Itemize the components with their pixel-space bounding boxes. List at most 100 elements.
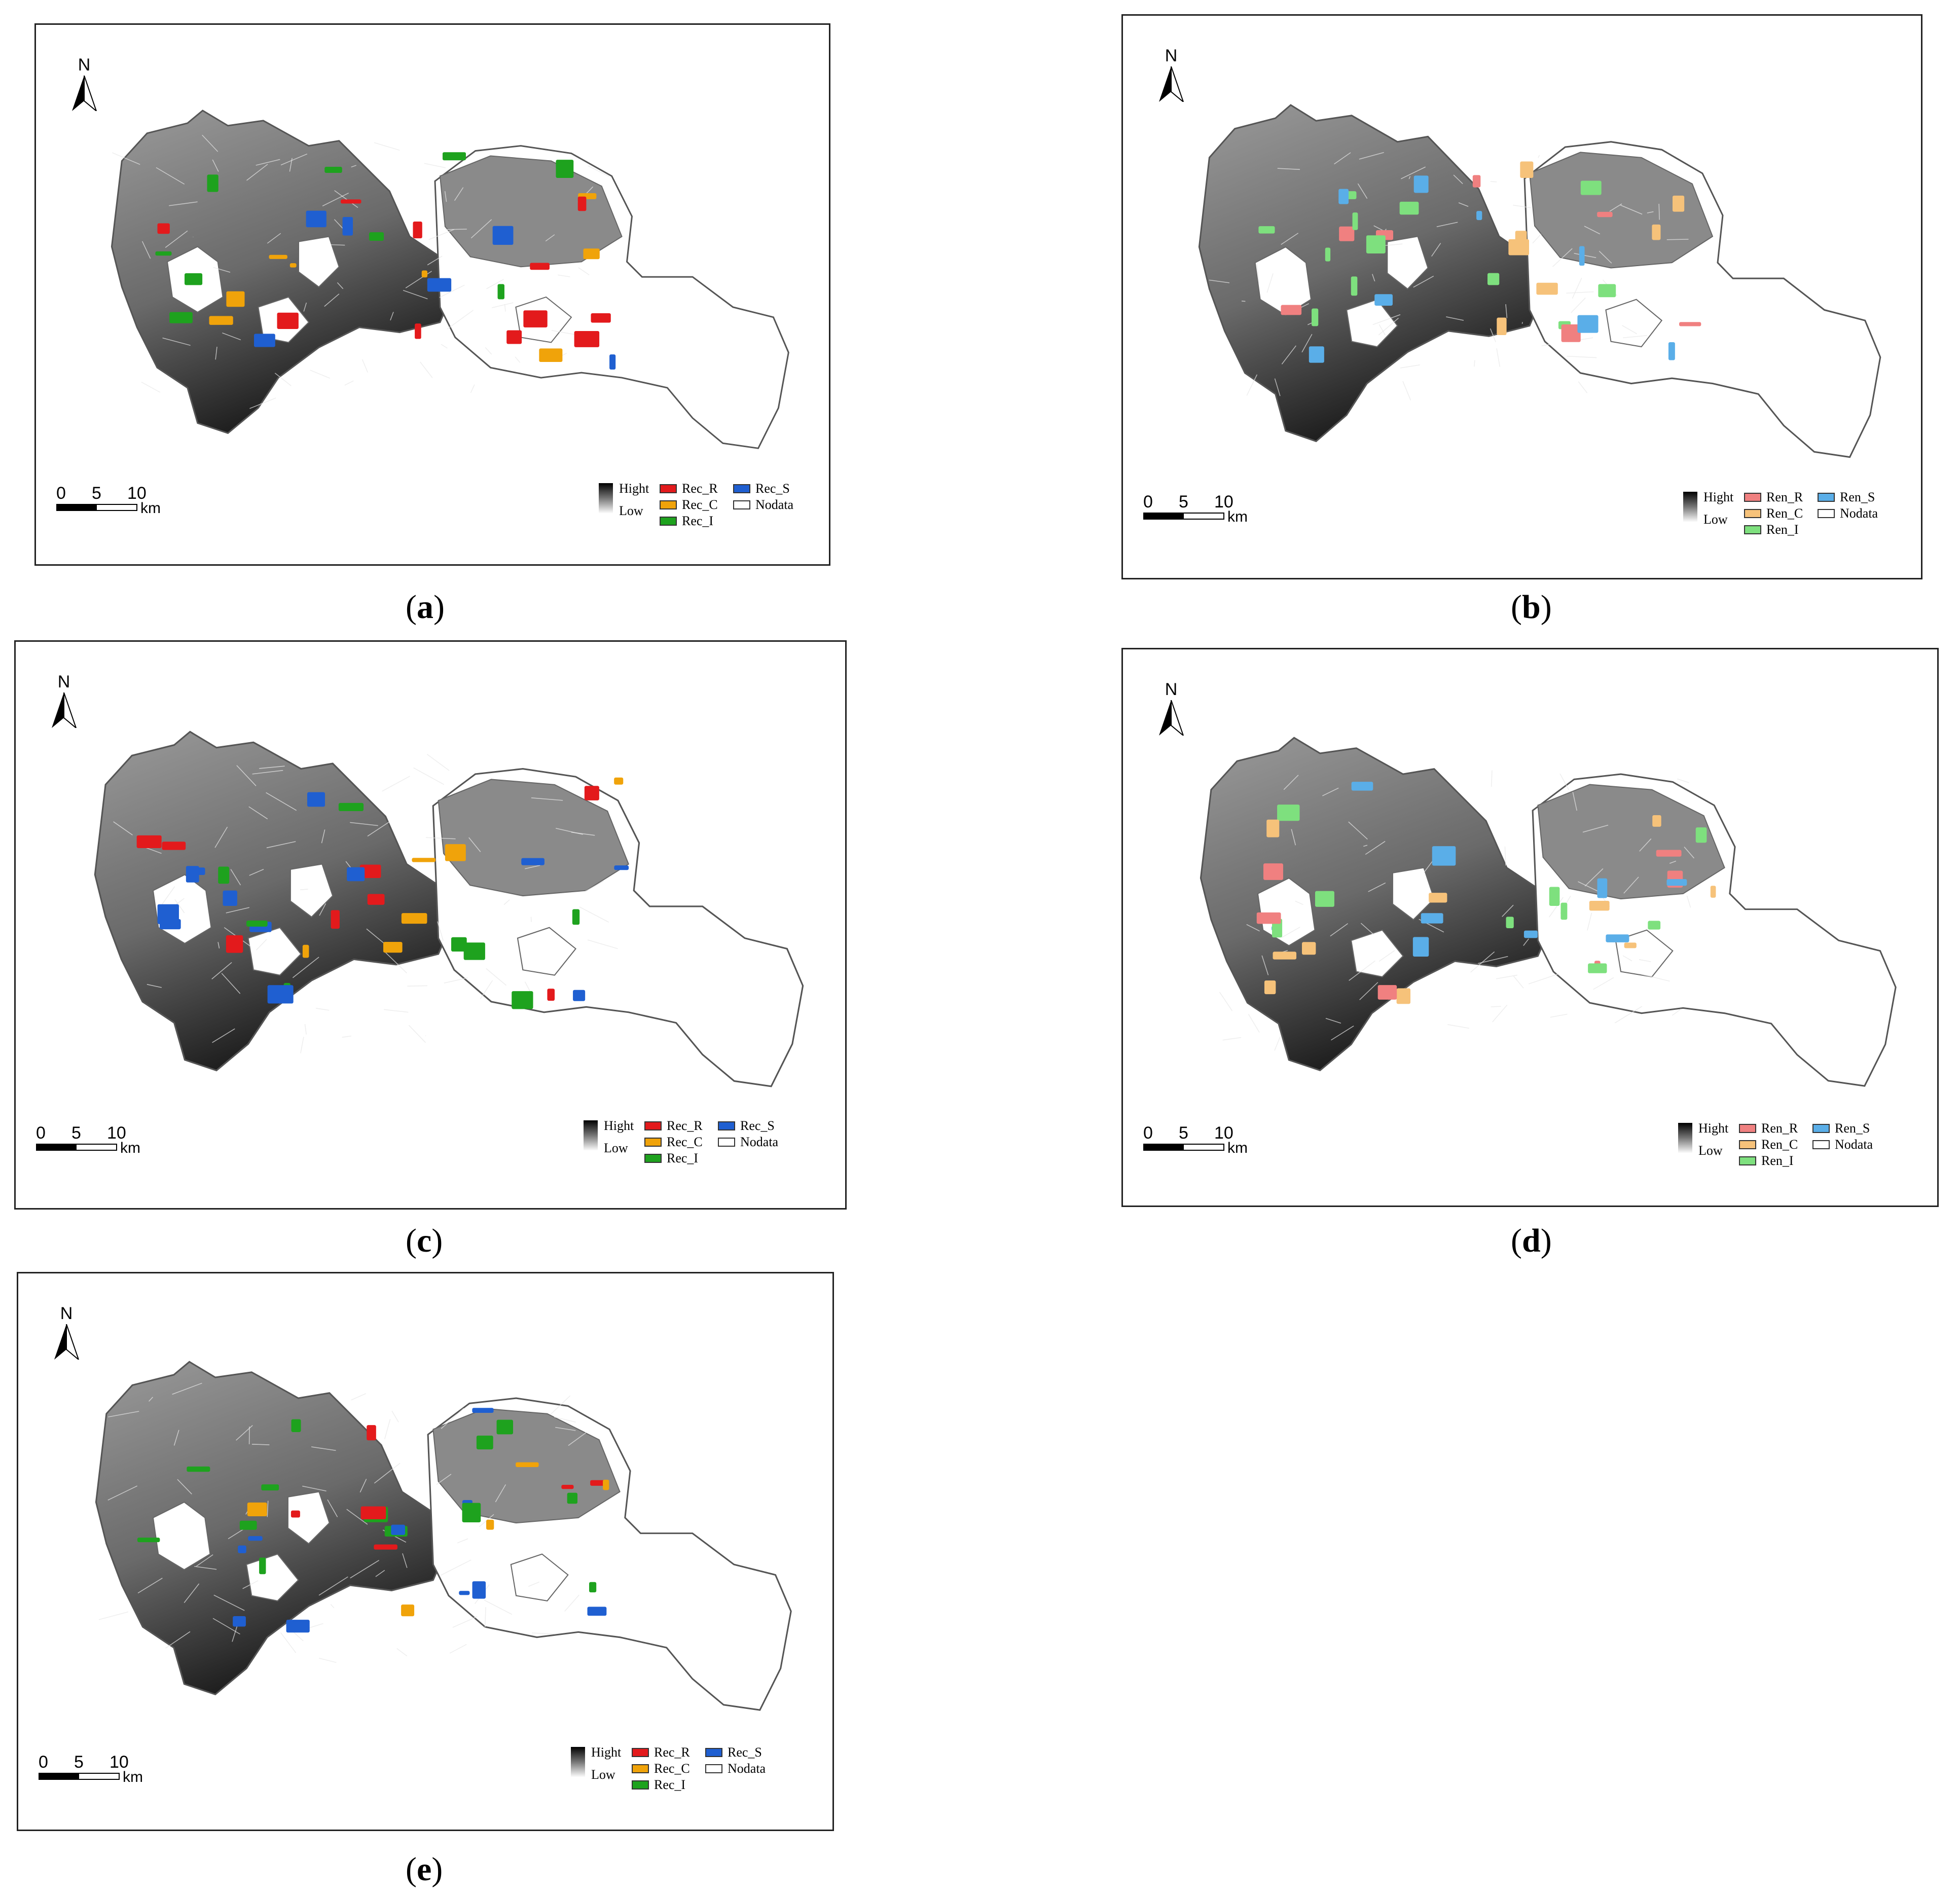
renewal-patch [421,270,427,278]
caption-c: (c) [406,1222,443,1259]
renewal-patch [1606,934,1629,942]
renewal-patch [1396,988,1410,1004]
road-line [156,167,185,185]
road-line [391,1410,399,1422]
renewal-patch [261,1484,279,1491]
renewal-patch [1374,294,1393,306]
road-line [246,164,268,181]
renewal-patch [1266,819,1280,837]
road-line [486,968,507,986]
road-line [1372,274,1375,282]
legend-label-rec-r: Rec_R [654,1745,690,1760]
road-line [375,1569,385,1577]
road-line [1677,778,1689,783]
legend-label-rec-r: Rec_R [682,481,718,496]
road-line [1609,203,1622,212]
road-line [1400,166,1426,179]
scale-tick-10: 10 [110,1752,129,1772]
renewal-patch [307,792,325,807]
road-line [214,826,228,848]
city-map-c [94,731,804,1087]
renewal-patch [291,1419,301,1432]
north-arrow: N [1153,680,1189,736]
renewal-patch [137,1538,160,1543]
road-line [202,134,219,152]
legend-swatch-rec-s [718,1121,735,1130]
road-line [1266,273,1274,293]
road-line [468,837,481,852]
road-line [1541,344,1550,347]
city-west-region [95,1361,450,1696]
road-line [212,159,219,172]
renewal-patch [506,330,522,344]
renewal-patch [184,273,203,285]
road-line [1523,938,1529,946]
legend-swatch-ren-i [1744,525,1761,534]
renewal-patch [238,1545,246,1553]
road-line [385,952,407,974]
road-line [1490,328,1496,343]
road-line [531,797,563,801]
renewal-patch [247,1502,267,1517]
road-line [1572,792,1578,811]
nodata-area [517,927,577,976]
developed-area-east [438,779,630,897]
road-line [213,267,231,273]
road-line [1360,923,1374,935]
legend-label-ren-i: Ren_I [1761,1153,1794,1168]
road-line [587,939,618,950]
value-gradient-swatch [571,1747,585,1777]
legend-label-nodata: Nodata [755,497,794,512]
renewal-patch [1273,952,1297,960]
road-line [1413,275,1434,288]
road-line [588,165,610,177]
road-line [454,187,464,201]
road-line [1491,1006,1501,1007]
north-label: N [60,1304,73,1323]
scale-tick-10: 10 [1214,492,1233,512]
road-line [545,234,555,242]
legend-swatch-nodata [718,1138,735,1147]
road-line [226,907,249,914]
developed-area-east [439,155,623,268]
renewal-patch [556,160,574,178]
road-line [346,1509,368,1525]
road-line [374,1463,401,1484]
renewal-patch [1656,850,1682,857]
legend-label-ren-c: Ren_C [1766,506,1803,521]
renewal-patch [1339,226,1355,241]
road-line [1365,841,1386,855]
road-line [1567,355,1597,358]
road-line [141,241,151,259]
renewal-patch [1351,782,1373,791]
road-line [449,1644,467,1654]
renewal-patch [472,1408,494,1413]
north-arrow: N [66,55,102,111]
renewal-patch [401,913,427,924]
renewal-patch [539,348,563,362]
road-line [491,302,514,308]
value-gradient-swatch [584,1120,598,1151]
scale-tick-0: 0 [1143,1123,1153,1143]
road-line [1496,974,1517,979]
city-map-d [1200,737,1897,1087]
road-line [248,806,268,820]
road-line [1246,924,1260,932]
caption-d: (d) [1511,1222,1552,1259]
legend: Hight Low Rec_R Rec_C Rec_I Rec_S Nodata [599,481,812,530]
road-line [558,274,570,277]
scale-tick-0: 0 [36,1123,46,1143]
road-line [407,985,427,987]
road-line [1372,314,1401,325]
north-label: N [78,55,91,75]
road-line [107,1485,138,1501]
road-line [484,1607,486,1628]
road-line [1256,263,1260,284]
road-line [319,1658,337,1663]
renewal-patch [291,1510,300,1518]
road-line [1686,895,1691,908]
renewal-patch [1258,226,1275,234]
nodata-area [510,1553,569,1602]
legend-high-label: Hight [1703,490,1734,504]
road-line [1378,317,1399,336]
